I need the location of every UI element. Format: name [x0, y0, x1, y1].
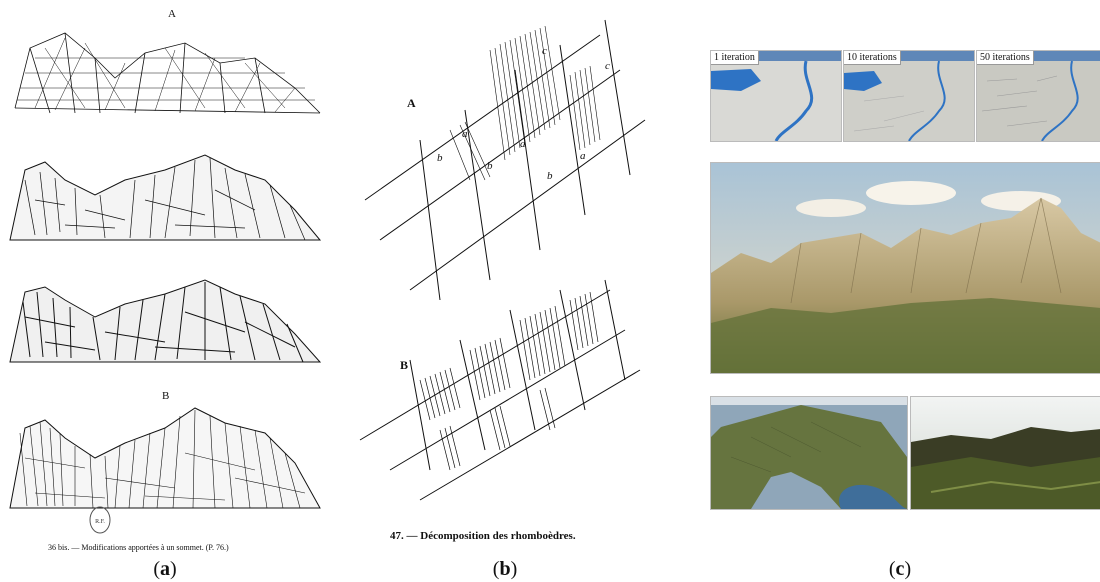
panel-a-plate-caption: 36 bis. — Modifications apportées à un s…: [48, 543, 229, 552]
panel-b-sub-letter: a: [520, 138, 526, 150]
terrain-render-valley: [910, 396, 1100, 510]
rhombohedron-decomposition-diagram: [359, 19, 646, 501]
terrain-render-landscape: [710, 162, 1100, 374]
iteration-tile-1: 1 iteration: [710, 50, 842, 142]
panel-b-sub-letter: b: [487, 160, 493, 172]
panel-b-letter-a: A: [407, 96, 416, 110]
terrain-landscape-image: [711, 163, 1100, 373]
mountain-wireframe-illustration: [14, 32, 321, 114]
svg-text:R.F.: R.F.: [95, 519, 105, 525]
mountain-hatched-illustration-2: [9, 279, 322, 363]
panel-b-sub-letter: c: [605, 60, 610, 72]
iteration-label-2: 10 iterations: [844, 51, 901, 65]
panel-b-sub-letter: a: [580, 150, 586, 162]
panel-b-sub-letter: a: [462, 128, 468, 140]
panel-a-letter-b: B: [162, 390, 170, 402]
terrain-valley-image: [911, 397, 1100, 509]
iteration-tile-3: 50 iterations: [976, 50, 1100, 142]
panel-b-plate-caption: 47. — Décomposition des rhomboèdres.: [390, 530, 576, 542]
panel-a-letter-a: A: [168, 8, 177, 20]
iteration-tile-2: 10 iterations: [843, 50, 975, 142]
iteration-terrain-3: [977, 51, 1100, 141]
iteration-terrain-2: [844, 51, 974, 141]
panel-c-label: (c): [888, 558, 912, 580]
panel-c: 1 iteration 10 iterations 50 iterations: [700, 0, 1100, 582]
panel-b-letter-b: B: [400, 358, 409, 372]
mountain-hatched-illustration-3: R.F.: [9, 407, 321, 534]
panel-b: A B a a a b b b c c 47. — Décomposition …: [340, 0, 680, 582]
panel-a-label: (a): [153, 558, 177, 580]
terrain-render-island: [710, 396, 908, 510]
panel-a: A B: [0, 0, 330, 582]
panel-b-sub-letter: c: [542, 45, 547, 57]
terrain-island-image: [711, 397, 907, 509]
panel-b-label: (b): [492, 558, 518, 580]
iteration-terrain-1: [711, 51, 841, 141]
iteration-label-1: 1 iteration: [711, 51, 759, 65]
panel-b-sub-letter: b: [547, 170, 553, 182]
iteration-label-3: 50 iterations: [977, 51, 1034, 65]
panel-b-sub-letter: b: [437, 152, 443, 164]
mountain-hatched-illustration-1: [9, 154, 322, 241]
